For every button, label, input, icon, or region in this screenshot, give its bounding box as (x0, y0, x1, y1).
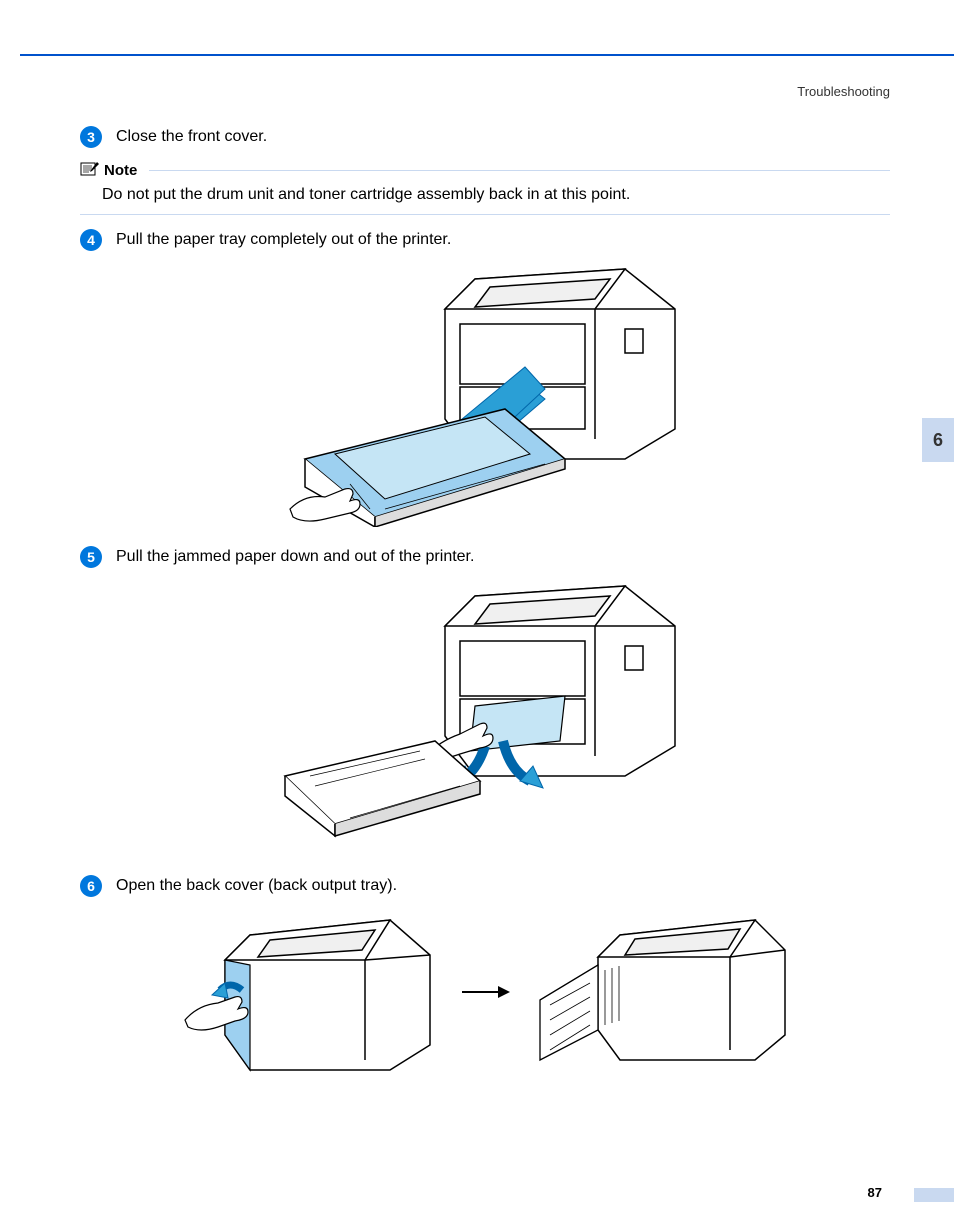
step-number-badge: 6 (80, 875, 102, 897)
step-4-text: Pull the paper tray completely out of th… (116, 229, 451, 249)
note-text: Do not put the drum unit and toner cartr… (102, 186, 890, 204)
note-pencil-icon (80, 160, 100, 180)
printer-back-cover-opening-diagram (180, 905, 440, 1075)
step-5-illustration (80, 576, 890, 861)
step-number-badge: 3 (80, 126, 102, 148)
chapter-number: 6 (933, 430, 943, 451)
chapter-tab: 6 (922, 418, 954, 462)
note-divider-top (149, 170, 890, 171)
step-3: 3 Close the front cover. (80, 126, 890, 148)
step-6-illustration (80, 905, 890, 1080)
step-3-text: Close the front cover. (116, 126, 267, 146)
step-6-text: Open the back cover (back output tray). (116, 875, 397, 895)
step-5: 5 Pull the jammed paper down and out of … (80, 546, 890, 568)
step-4-illustration (80, 259, 890, 532)
note-header: Note (80, 160, 890, 180)
note-block: Note Do not put the drum unit and toner … (80, 160, 890, 215)
page-footer: 87 (868, 1185, 890, 1200)
printer-jam-removal-diagram (265, 576, 705, 856)
top-border (20, 54, 954, 56)
page-number: 87 (868, 1185, 882, 1200)
step-5-text: Pull the jammed paper down and out of th… (116, 546, 474, 566)
step-number-badge: 5 (80, 546, 102, 568)
note-label: Note (104, 162, 137, 179)
sequence-arrow (460, 977, 510, 1009)
page-content: 3 Close the front cover. Note Do not put… (80, 126, 890, 1088)
step-6: 6 Open the back cover (back output tray)… (80, 875, 890, 897)
step-number-badge: 4 (80, 229, 102, 251)
note-divider-bottom (80, 214, 890, 215)
printer-back-cover-open-diagram (530, 905, 790, 1075)
step-4: 4 Pull the paper tray completely out of … (80, 229, 890, 251)
printer-tray-removal-diagram (275, 259, 695, 527)
header-section-title: Troubleshooting (797, 84, 890, 99)
footer-tab-bar (914, 1188, 954, 1202)
